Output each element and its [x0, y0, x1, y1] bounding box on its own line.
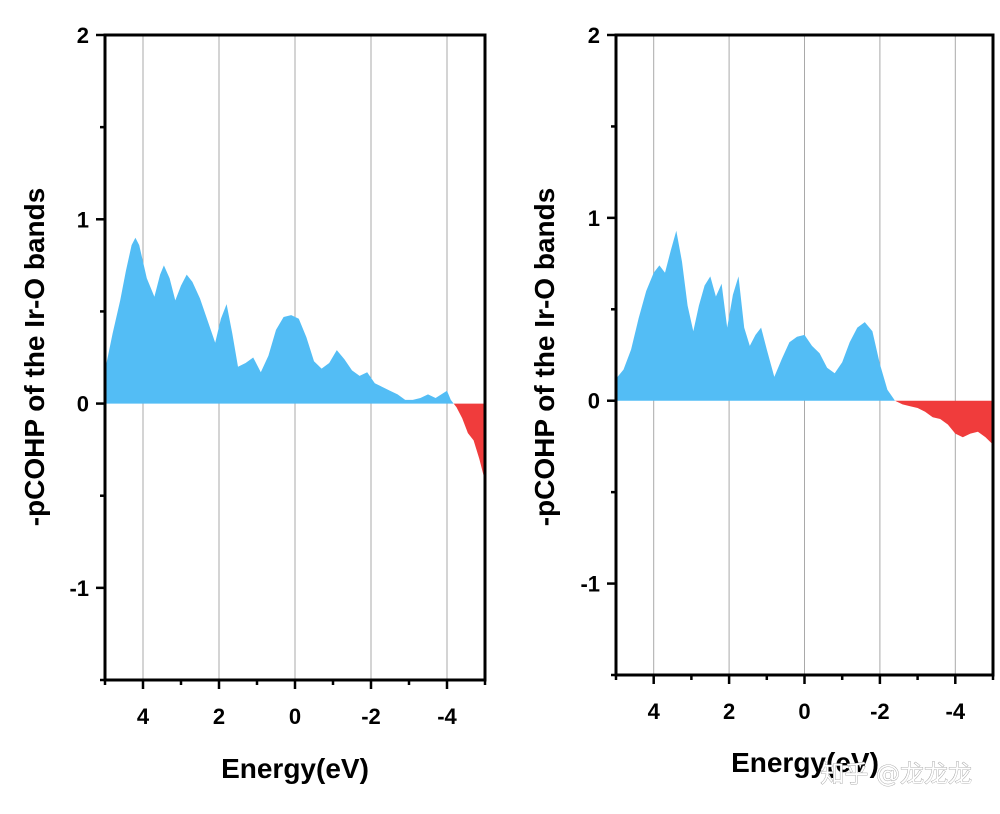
right-y-axis-title: -pCOHP of the Ir-O bands — [529, 188, 560, 527]
left-x-axis-title: Energy(eV) — [221, 753, 369, 784]
right-positive-area-0 — [616, 230, 895, 401]
right-x-tick-label--4: -4 — [946, 699, 966, 724]
left-y-tick-label-2: 2 — [77, 23, 89, 48]
right-chart-panel: Energy(eV) -pCOHP of the Ir-O bands 2 1 0 -… — [529, 23, 995, 778]
right-x-tick-label-0: 0 — [798, 699, 810, 724]
right-y-tick-label-0: 0 — [588, 389, 600, 414]
left-y-tick-label--1: -1 — [69, 576, 89, 601]
left-y-tick-label-1: 1 — [77, 207, 89, 232]
left-negative-area-1 — [453, 403, 485, 481]
right-y-tick-label-1: 1 — [588, 206, 600, 231]
left-y-axis-title: -pCOHP of the Ir-O bands — [19, 188, 50, 527]
left-x-tick-label--4: -4 — [437, 704, 457, 729]
left-chart-panel: Energy(eV) -pCOHP of the Ir-O bands 2 1 0 -… — [19, 23, 487, 784]
right-y-tick-label--1: -1 — [580, 572, 600, 597]
right-x-axis-title: Energy(eV) — [731, 747, 879, 778]
right-x-tick-label--2: -2 — [870, 699, 890, 724]
right-x-tick-label-4: 4 — [648, 699, 661, 724]
watermark-text: 知乎 @龙龙龙 — [820, 760, 972, 788]
left-positive-area-0 — [105, 237, 454, 404]
left-x-tick-label--2: -2 — [361, 704, 381, 729]
left-x-tick-label-2: 2 — [213, 704, 225, 729]
left-y-tick-label-0: 0 — [77, 392, 89, 417]
right-y-tick-label-2: 2 — [588, 23, 600, 48]
right-x-tick-label-2: 2 — [723, 699, 735, 724]
left-x-tick-label-4: 4 — [137, 704, 150, 729]
right-negative-area-1 — [895, 400, 993, 445]
left-x-tick-label-0: 0 — [289, 704, 301, 729]
